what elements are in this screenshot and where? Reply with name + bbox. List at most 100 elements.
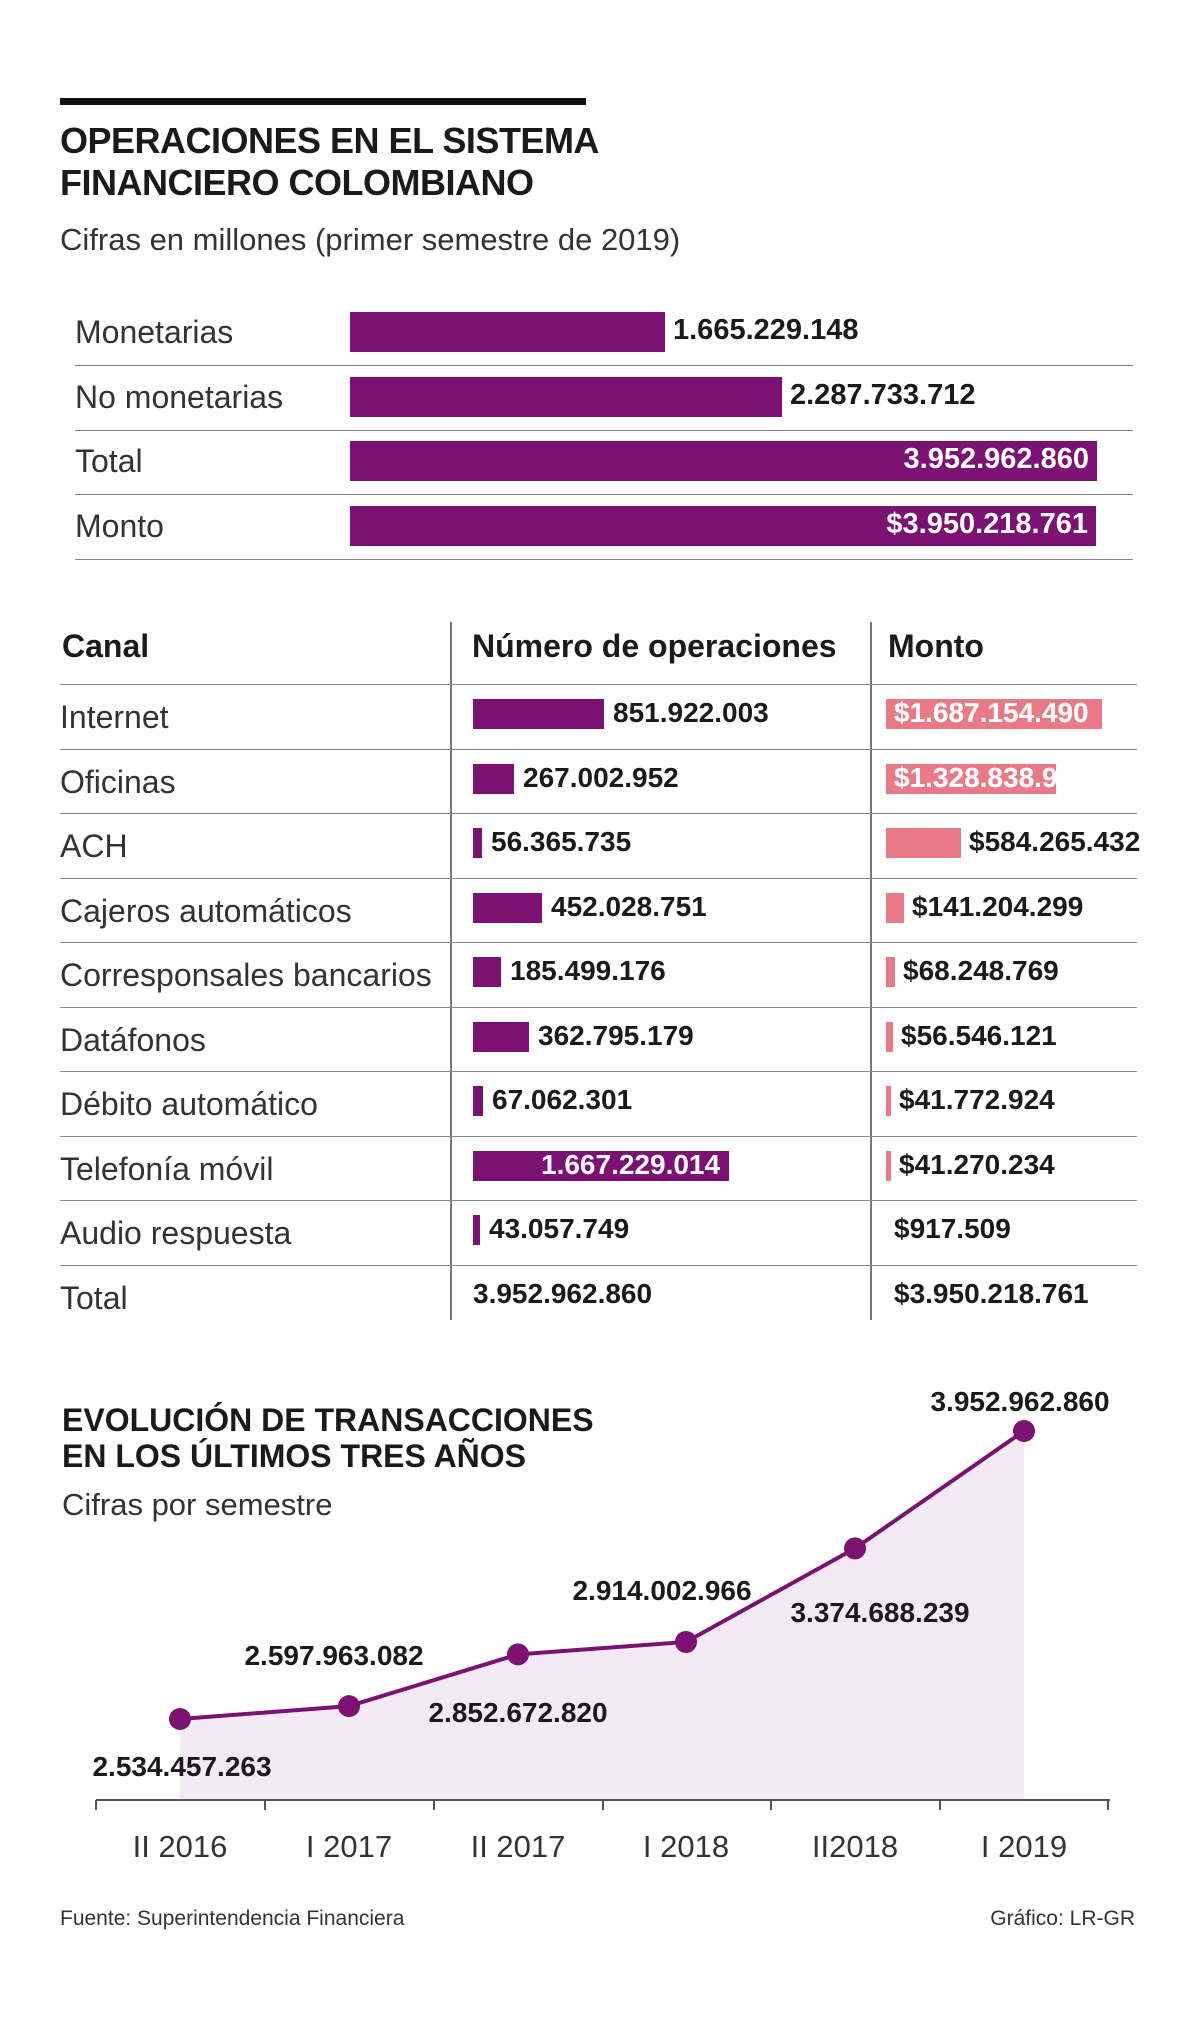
summary-label: Monetarias <box>75 314 234 350</box>
data-label: 2.597.963.082 <box>244 1640 423 1671</box>
table-row: Cajeros automáticos 452.028.751 $141.204.2… <box>60 878 1137 943</box>
summary-bar <box>350 441 1097 481</box>
operations-value: 67.062.301 <box>492 1084 633 1115</box>
summary-bar <box>350 506 1096 546</box>
amount-value: $141.204.299 <box>912 891 1084 922</box>
table-row: Corresponsales bancarios 185.499.176 $68.2… <box>60 942 1137 1007</box>
operations-bar <box>473 764 514 794</box>
x-tick-label: II 2016 <box>133 1829 228 1864</box>
operations-bar <box>473 1215 480 1245</box>
amount-bar <box>886 1151 891 1181</box>
data-point <box>507 1643 529 1666</box>
table-row: Audio respuesta 43.057.749 $917.509 <box>60 1200 1137 1265</box>
summary-label: Monto <box>75 508 164 544</box>
amount-value: $917.509 <box>894 1213 1011 1244</box>
row-divider <box>75 430 1133 431</box>
credit-note: Gráfico: LR-GR <box>990 1907 1135 1930</box>
operations-value: 3.952.962.860 <box>473 1278 653 1309</box>
operations-bar <box>473 1086 483 1116</box>
canal-name: Datáfonos <box>60 1022 206 1058</box>
canal-name: Telefonía móvil <box>60 1151 274 1187</box>
evolution-title-line-2: EN LOS ÚLTIMOS TRES AÑOS <box>62 1438 527 1474</box>
amount-value: $68.248.769 <box>903 955 1059 986</box>
operations-value: 362.795.179 <box>538 1020 694 1051</box>
operations-value: 56.365.735 <box>491 826 632 857</box>
operations-bar <box>473 957 501 987</box>
amount-value: $584.265.432 <box>969 826 1141 857</box>
amount-bar <box>886 828 961 858</box>
evolution-title: EVOLUCIÓN DE TRANSACCIONES EN LOS ÚLTIMO… <box>62 1402 594 1474</box>
x-tick-label: I 2017 <box>306 1829 392 1864</box>
operations-bar <box>473 893 542 923</box>
operations-value: 452.028.751 <box>551 891 707 922</box>
area-fill <box>180 1431 1024 1800</box>
amount-bar <box>886 1022 893 1052</box>
canal-name: Oficinas <box>60 764 176 800</box>
table-row: Débito automático 67.062.301 $41.772.924 <box>60 1071 1137 1136</box>
data-label: 2.534.457.263 <box>92 1751 271 1782</box>
title-line-1: OPERACIONES EN EL SISTEMA <box>60 120 599 161</box>
canal-name: Internet <box>60 699 169 735</box>
data-label: 3.374.688.239 <box>790 1597 969 1628</box>
chart-title: OPERACIONES EN EL SISTEMA FINANCIERO COL… <box>60 120 760 204</box>
summary-row: Monto $3.950.218.761 <box>75 496 1133 560</box>
operations-bar <box>473 828 482 858</box>
row-divider <box>75 494 1133 495</box>
x-tick-label: II2018 <box>812 1829 898 1864</box>
data-point <box>169 1708 191 1730</box>
operations-value: 267.002.952 <box>523 762 679 793</box>
summary-value: $3.950.218.761 <box>886 508 1088 540</box>
summary-label: Total <box>75 443 143 479</box>
canal-name: ACH <box>60 828 128 864</box>
operations-value: 1.667.229.014 <box>541 1149 721 1180</box>
x-tick-label: II 2017 <box>471 1829 566 1864</box>
amount-bar <box>886 1086 891 1116</box>
table-row: Datáfonos 362.795.179 $56.546.121 <box>60 1007 1137 1072</box>
header-canal: Canal <box>62 628 150 664</box>
operations-bar <box>473 1151 729 1181</box>
amount-bar <box>886 957 895 987</box>
amount-value: $1.328.838.979 <box>894 762 1089 793</box>
chart-subtitle: Cifras en millones (primer semestre de 2… <box>60 222 681 257</box>
summary-label: No monetarias <box>75 379 284 415</box>
operations-bar <box>473 699 604 729</box>
operations-value: 185.499.176 <box>510 955 666 986</box>
summary-value: 1.665.229.148 <box>673 314 859 346</box>
amount-value: $3.950.218.761 <box>894 1278 1089 1309</box>
evolution-subtitle: Cifras por semestre <box>62 1487 333 1522</box>
data-point <box>1013 1420 1035 1442</box>
amount-bar <box>886 699 1102 729</box>
table-total-row: Total 3.952.962.860 $3.950.218.761 <box>60 1265 1137 1330</box>
amount-value: $41.270.234 <box>899 1149 1055 1180</box>
canal-name: Débito automático <box>60 1086 318 1122</box>
header-operaciones: Número de operaciones <box>472 628 837 664</box>
x-tick-label: I 2019 <box>981 1829 1067 1864</box>
summary-row: Monetarias 1.665.229.148 <box>75 302 1133 366</box>
data-point <box>338 1695 360 1718</box>
table-row: Telefonía móvil 1.667.229.014 $41.270.234 <box>60 1136 1137 1201</box>
data-label: 2.914.002.966 <box>572 1575 751 1606</box>
series-line <box>179 1429 1026 1721</box>
summary-row: No monetarias 2.287.733.712 <box>75 367 1133 431</box>
summary-bar <box>350 377 782 417</box>
amount-bar <box>886 893 904 923</box>
table-row: Internet 851.922.003 $1.687.154.490 <box>60 684 1137 749</box>
summary-bar <box>350 312 665 352</box>
canal-name: Total <box>60 1280 128 1316</box>
summary-row: Total 3.952.962.860 <box>75 431 1133 495</box>
row-divider <box>75 365 1133 366</box>
evolution-title-line-1: EVOLUCIÓN DE TRANSACCIONES <box>62 1402 594 1438</box>
operations-value: 851.922.003 <box>613 697 769 728</box>
header-monto: Monto <box>888 628 984 664</box>
x-tick-label: I 2018 <box>643 1829 729 1864</box>
data-point <box>675 1630 697 1653</box>
table-row: ACH 56.365.735 $584.265.432 <box>60 813 1141 878</box>
canal-name: Corresponsales bancarios <box>60 957 432 993</box>
summary-value: 3.952.962.860 <box>903 443 1089 475</box>
row-divider <box>75 559 1133 560</box>
amount-value: $56.546.121 <box>901 1020 1057 1051</box>
amount-value: $1.687.154.490 <box>894 697 1089 728</box>
canal-name: Cajeros automáticos <box>60 893 352 929</box>
amount-value: $41.772.924 <box>899 1084 1055 1115</box>
